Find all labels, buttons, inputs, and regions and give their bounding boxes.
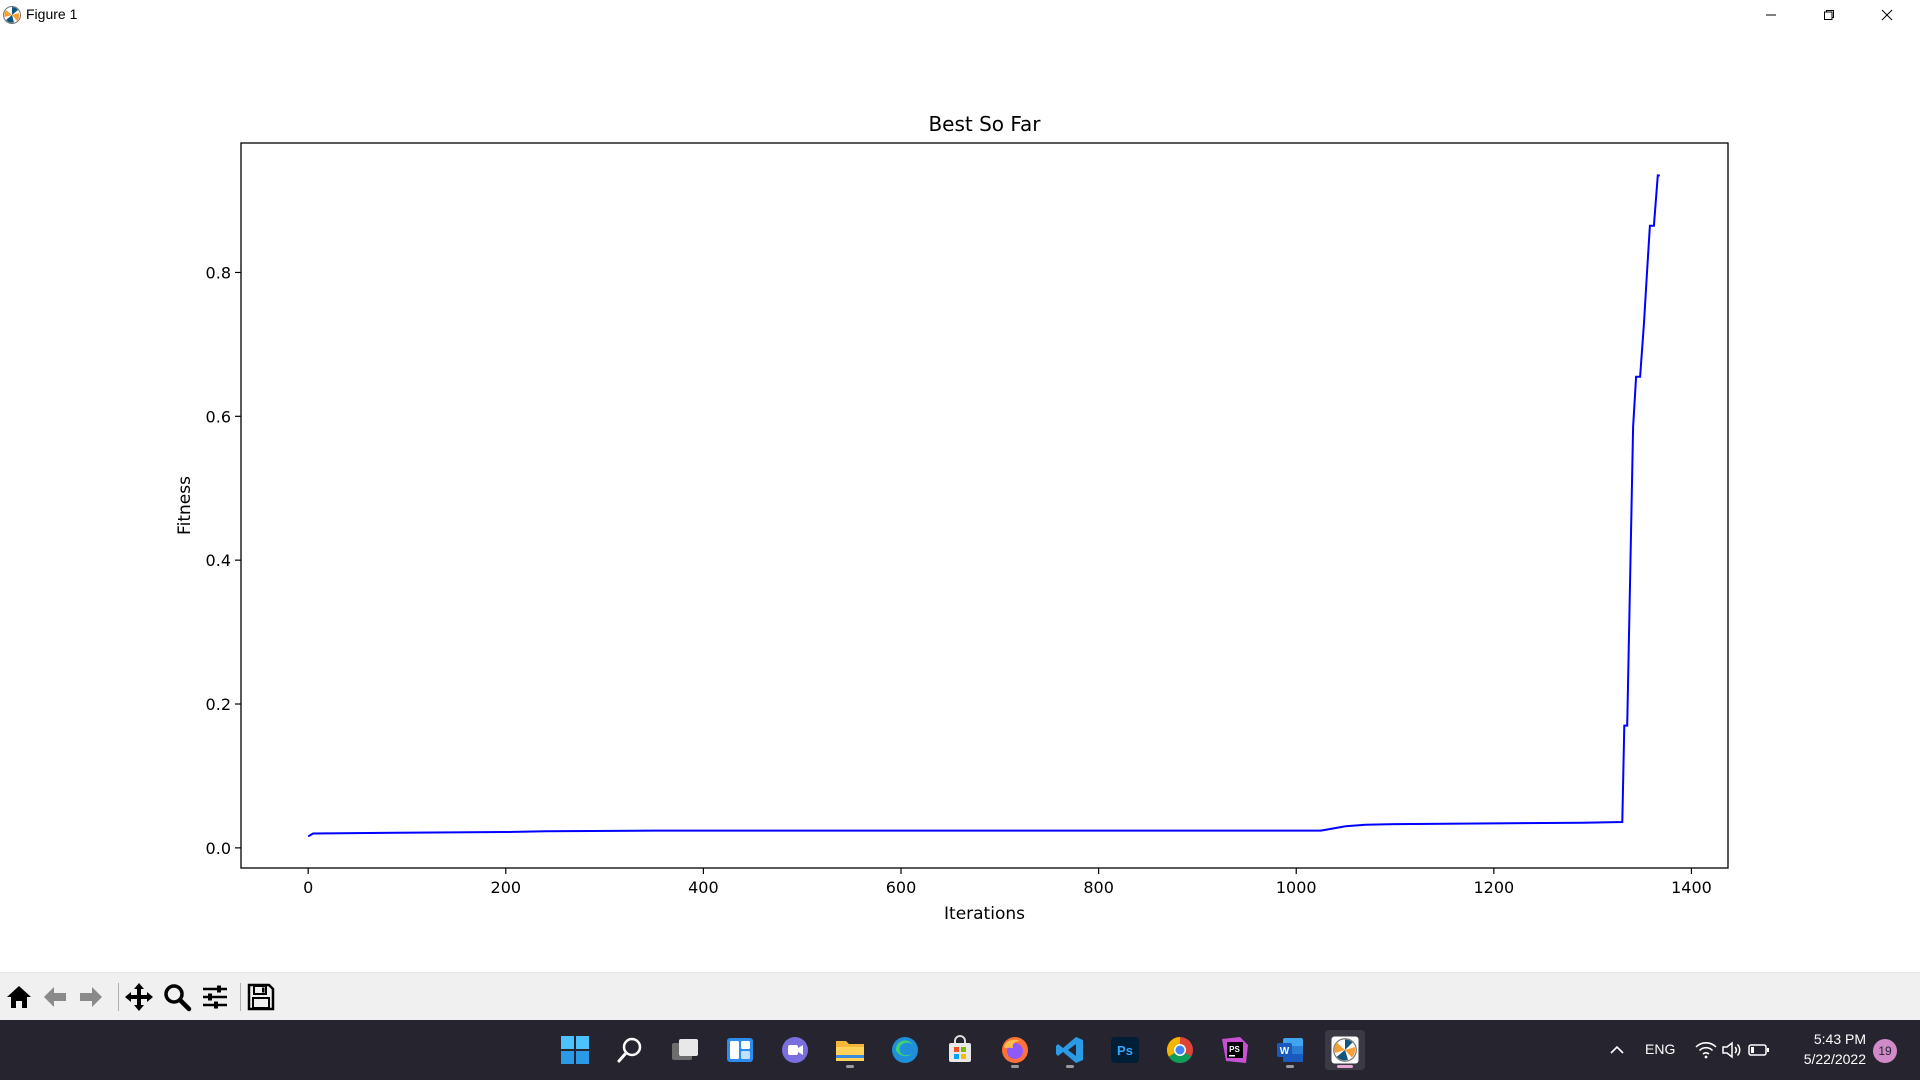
- wifi-icon: [1695, 1042, 1717, 1059]
- floppy-icon: [247, 983, 275, 1011]
- battery-icon: [1748, 1044, 1769, 1056]
- x-tick-label: 1000: [1276, 878, 1317, 897]
- search-button[interactable]: [610, 1030, 650, 1070]
- search-icon: [617, 1037, 642, 1063]
- teams-chat-button[interactable]: [775, 1030, 815, 1070]
- x-tick-label: 1200: [1473, 878, 1514, 897]
- pycharm-button[interactable]: PS: [1215, 1030, 1255, 1070]
- axes-frame: [240, 142, 1729, 869]
- close-button[interactable]: [1858, 0, 1916, 30]
- firefox-button[interactable]: [995, 1030, 1035, 1070]
- line-chart: 0 200 400 600 800 1000 1200 1400 0.0 0.2 0.4 0.6 0.8…: [175, 112, 1729, 924]
- clock-time[interactable]: 5:43 PM: [1813, 1031, 1866, 1047]
- notification-badge[interactable]: 19: [1873, 1039, 1897, 1063]
- y-axis-label: Fitness: [175, 476, 195, 535]
- minimize-icon: [1766, 14, 1776, 16]
- chevron-up-icon: [1610, 1045, 1624, 1054]
- move-icon: [125, 983, 153, 1011]
- arrow-left-icon: [44, 987, 66, 1007]
- matplotlib-logo-icon: [1331, 1036, 1359, 1064]
- widgets-icon: [727, 1038, 753, 1062]
- close-icon: [1881, 9, 1893, 21]
- vscode-icon: [1056, 1037, 1083, 1063]
- volume-icon: [1722, 1041, 1741, 1059]
- x-tick-label: 1400: [1671, 878, 1712, 897]
- firefox-icon: [1002, 1037, 1028, 1063]
- photoshop-button[interactable]: Ps: [1105, 1030, 1145, 1070]
- configure-subplots-button[interactable]: [198, 979, 232, 1015]
- task-view-icon: [672, 1039, 698, 1060]
- toolbar-separator: [240, 983, 241, 1011]
- y-tick-label: 0.6: [206, 407, 231, 426]
- pycharm-icon: PS: [1222, 1037, 1248, 1063]
- svg-text:W: W: [1280, 1046, 1290, 1057]
- notification-count: 19: [1878, 1044, 1892, 1058]
- figure-canvas[interactable]: 0 200 400 600 800 1000 1200 1400 0.0 0.2 0.4 0.6 0.8…: [0, 30, 1920, 972]
- pan-button[interactable]: [122, 979, 156, 1015]
- svg-text:Ps: Ps: [1117, 1043, 1133, 1058]
- language-indicator[interactable]: ENG: [1645, 1041, 1676, 1057]
- restore-button[interactable]: [1800, 0, 1858, 30]
- chart-title: Best So Far: [928, 112, 1041, 136]
- magnifier-icon: [164, 984, 192, 1012]
- arrow-right-icon: [80, 987, 102, 1007]
- start-button[interactable]: [555, 1030, 595, 1070]
- y-tick-label: 0.2: [206, 695, 231, 714]
- running-indicator: [1066, 1065, 1074, 1068]
- vscode-button[interactable]: [1050, 1030, 1090, 1070]
- x-tick-label: 0: [303, 878, 313, 897]
- widgets-button[interactable]: [720, 1030, 760, 1070]
- word-button[interactable]: W: [1270, 1030, 1310, 1070]
- toolbar-separator: [118, 983, 119, 1011]
- running-indicator: [1286, 1065, 1294, 1068]
- store-icon: [949, 1035, 971, 1062]
- edge-icon: [892, 1037, 918, 1063]
- svg-text:PS: PS: [1229, 1045, 1240, 1054]
- clock-date[interactable]: 5/22/2022: [1803, 1051, 1866, 1067]
- x-tick-label: 400: [688, 878, 719, 897]
- photoshop-icon: Ps: [1111, 1037, 1139, 1063]
- matplotlib-logo-icon: [3, 6, 21, 24]
- show-hidden-icons-button[interactable]: [1597, 1030, 1637, 1070]
- home-button[interactable]: [2, 979, 36, 1015]
- forward-button[interactable]: [74, 979, 108, 1015]
- windows-logo-icon: [561, 1036, 589, 1064]
- series-line-best-so-far: [307, 174, 1660, 838]
- y-tick-label: 0.4: [206, 551, 231, 570]
- zoom-button[interactable]: [160, 979, 194, 1015]
- navigation-toolbar: [0, 972, 1920, 1021]
- chrome-icon: [1166, 1036, 1193, 1064]
- running-indicator: [1011, 1065, 1019, 1068]
- window-title: Figure 1: [26, 6, 78, 22]
- minimize-button[interactable]: [1742, 0, 1800, 30]
- folder-icon: [836, 1041, 864, 1061]
- running-indicator: [846, 1065, 854, 1068]
- task-view-button[interactable]: [665, 1030, 705, 1070]
- quick-settings-button[interactable]: [1688, 1030, 1778, 1070]
- active-indicator: [1337, 1065, 1353, 1068]
- file-explorer-button[interactable]: [830, 1030, 870, 1070]
- x-axis-label: Iterations: [944, 904, 1025, 924]
- chat-icon: [782, 1037, 808, 1063]
- sliders-icon: [203, 985, 227, 1009]
- x-tick-label: 600: [886, 878, 917, 897]
- chrome-button[interactable]: [1160, 1030, 1200, 1070]
- store-button[interactable]: [940, 1030, 980, 1070]
- x-tick-label: 800: [1083, 878, 1114, 897]
- window-titlebar: Figure 1: [0, 0, 1920, 30]
- matplotlib-figure-button[interactable]: [1325, 1030, 1365, 1070]
- restore-icon: [1824, 10, 1834, 20]
- edge-browser-button[interactable]: [885, 1030, 925, 1070]
- home-icon: [7, 986, 31, 1008]
- y-tick-label: 0.8: [206, 263, 231, 282]
- y-tick-label: 0.0: [206, 839, 231, 858]
- save-button[interactable]: [244, 979, 278, 1015]
- taskbar: Ps PS W ENG 5:43 PM 5/22/2022 19: [0, 1020, 1920, 1080]
- word-icon: W: [1277, 1038, 1303, 1062]
- x-tick-label: 200: [491, 878, 522, 897]
- back-button[interactable]: [38, 979, 72, 1015]
